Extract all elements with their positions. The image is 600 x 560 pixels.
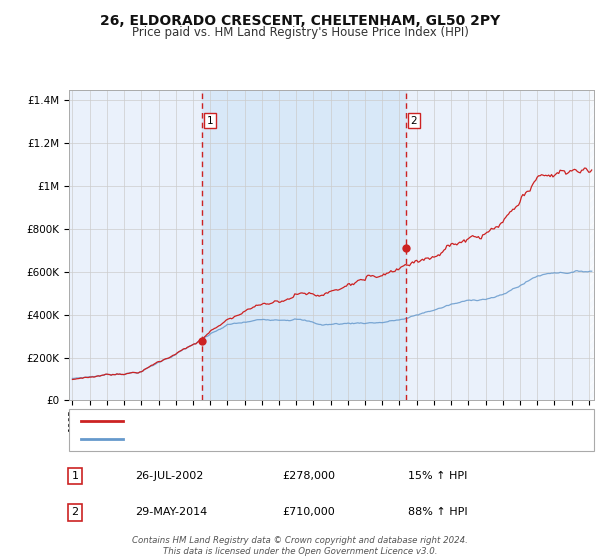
Text: Price paid vs. HM Land Registry's House Price Index (HPI): Price paid vs. HM Land Registry's House … <box>131 26 469 39</box>
Text: 29-MAY-2014: 29-MAY-2014 <box>135 507 207 517</box>
Text: 1: 1 <box>71 471 79 481</box>
Text: 15% ↑ HPI: 15% ↑ HPI <box>408 471 467 481</box>
Text: 1: 1 <box>207 116 214 125</box>
Text: HPI: Average price, detached house, Cheltenham: HPI: Average price, detached house, Chel… <box>132 434 373 444</box>
Bar <box>202 90 406 400</box>
Text: 26-JUL-2002: 26-JUL-2002 <box>135 471 203 481</box>
Text: £710,000: £710,000 <box>282 507 335 517</box>
Bar <box>589 90 600 400</box>
Text: 88% ↑ HPI: 88% ↑ HPI <box>408 507 467 517</box>
Text: 2: 2 <box>71 507 79 517</box>
Text: 26, ELDORADO CRESCENT, CHELTENHAM, GL50 2PY: 26, ELDORADO CRESCENT, CHELTENHAM, GL50 … <box>100 14 500 28</box>
Text: Contains HM Land Registry data © Crown copyright and database right 2024.
This d: Contains HM Land Registry data © Crown c… <box>132 536 468 556</box>
Text: 2: 2 <box>410 116 418 125</box>
Text: 26, ELDORADO CRESCENT, CHELTENHAM, GL50 2PY (detached house): 26, ELDORADO CRESCENT, CHELTENHAM, GL50 … <box>132 416 475 426</box>
Text: £278,000: £278,000 <box>282 471 335 481</box>
